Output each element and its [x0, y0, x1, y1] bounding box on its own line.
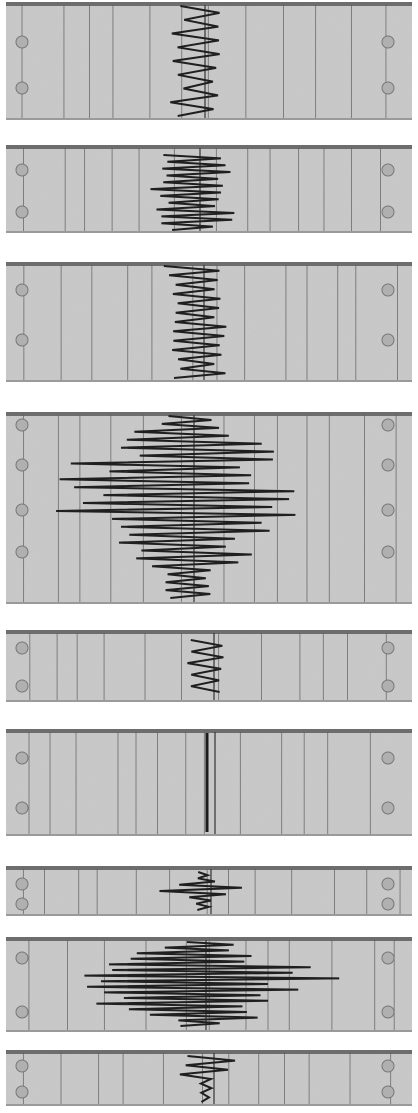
- strip: [6, 729, 412, 836]
- strip: [6, 630, 412, 702]
- strip-top-edge: [6, 412, 412, 416]
- seismogram-strips: [0, 0, 418, 1113]
- strip-texture: [6, 729, 412, 836]
- punch-hole: [382, 898, 394, 910]
- punch-hole: [16, 898, 28, 910]
- strip: [6, 1050, 412, 1106]
- strip-bottom-edge: [6, 602, 412, 604]
- punch-hole: [16, 419, 28, 431]
- punch-hole: [16, 82, 28, 94]
- punch-hole: [382, 1060, 394, 1072]
- punch-hole: [382, 680, 394, 692]
- punch-hole: [382, 752, 394, 764]
- punch-hole: [382, 82, 394, 94]
- punch-hole: [16, 680, 28, 692]
- punch-hole: [16, 878, 28, 890]
- punch-hole: [382, 504, 394, 516]
- punch-hole: [382, 878, 394, 890]
- punch-hole: [16, 206, 28, 218]
- strip-bottom-edge: [6, 1104, 412, 1106]
- punch-hole: [16, 1086, 28, 1098]
- punch-hole: [16, 802, 28, 814]
- punch-hole: [382, 1006, 394, 1018]
- strip: [6, 412, 412, 604]
- punch-hole: [16, 459, 28, 471]
- strip-bottom-edge: [6, 834, 412, 836]
- strip-bottom-edge: [6, 231, 412, 233]
- punch-hole: [16, 1060, 28, 1072]
- strip-bottom-edge: [6, 700, 412, 702]
- punch-hole: [382, 642, 394, 654]
- strip-bottom-edge: [6, 1030, 412, 1032]
- strip: [6, 262, 412, 382]
- strip-top-edge: [6, 866, 412, 870]
- strip-top-edge: [6, 262, 412, 266]
- punch-hole: [16, 1006, 28, 1018]
- strip-bottom-edge: [6, 914, 412, 916]
- punch-hole: [16, 284, 28, 296]
- punch-hole: [16, 334, 28, 346]
- strip: [6, 145, 412, 233]
- punch-hole: [16, 546, 28, 558]
- punch-hole: [382, 36, 394, 48]
- punch-hole: [382, 284, 394, 296]
- punch-hole: [16, 752, 28, 764]
- strip: [6, 866, 412, 916]
- strip-top-edge: [6, 729, 412, 733]
- punch-hole: [16, 164, 28, 176]
- punch-hole: [382, 1086, 394, 1098]
- punch-hole: [382, 164, 394, 176]
- punch-hole: [382, 802, 394, 814]
- strip: [6, 2, 412, 120]
- punch-hole: [382, 546, 394, 558]
- punch-hole: [382, 334, 394, 346]
- punch-hole: [16, 504, 28, 516]
- punch-hole: [16, 36, 28, 48]
- strip-bottom-edge: [6, 380, 412, 382]
- strip-top-edge: [6, 630, 412, 634]
- strip-bottom-edge: [6, 118, 412, 120]
- page: (() => { const data = JSON.parse(documen…: [0, 0, 418, 1113]
- punch-hole: [382, 459, 394, 471]
- punch-hole: [382, 419, 394, 431]
- punch-hole: [16, 952, 28, 964]
- punch-hole: [382, 206, 394, 218]
- punch-hole: [382, 952, 394, 964]
- punch-hole: [16, 642, 28, 654]
- strip-top-edge: [6, 1050, 412, 1054]
- strip: [6, 937, 412, 1032]
- strip-texture: [6, 866, 412, 916]
